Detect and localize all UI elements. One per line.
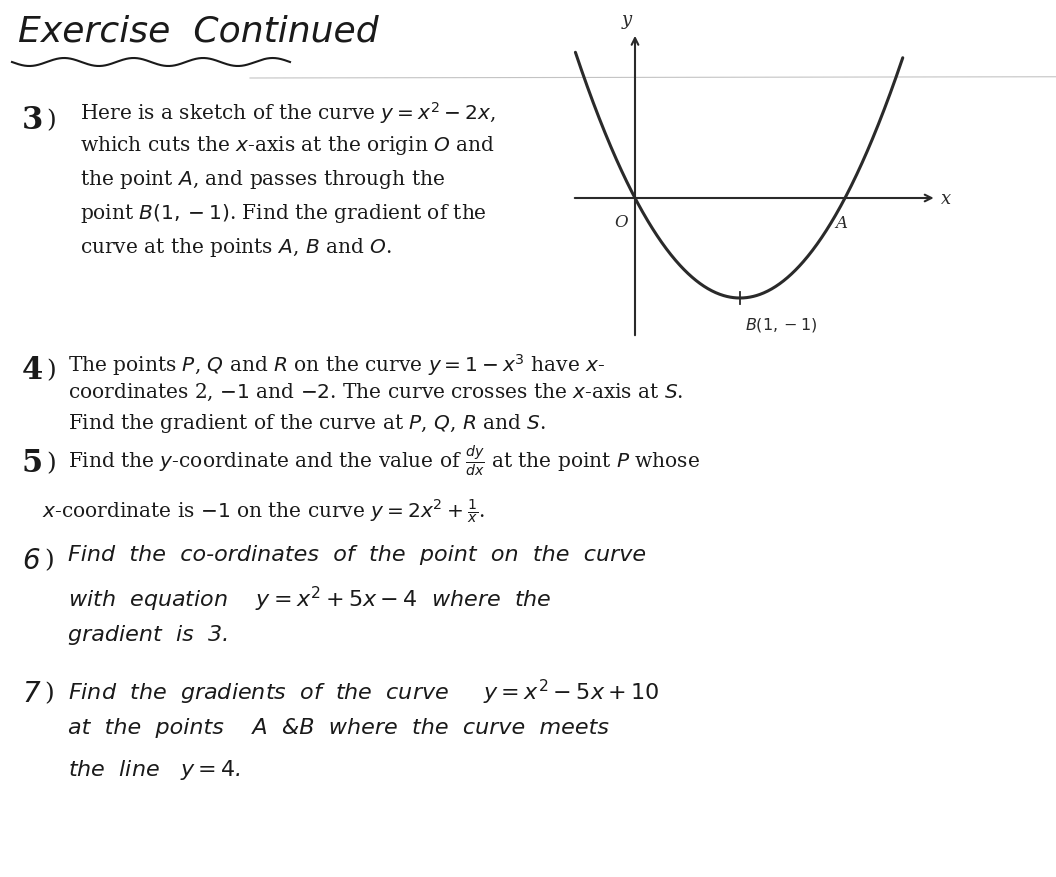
Text: ): ) [44, 682, 54, 705]
Text: which cuts the $x$-axis at the origin $O$ and: which cuts the $x$-axis at the origin $O… [80, 134, 495, 157]
Text: 5: 5 [22, 448, 43, 479]
Text: 6: 6 [22, 547, 40, 575]
Text: O: O [615, 214, 628, 231]
Text: the point $A$, and passes through the: the point $A$, and passes through the [80, 168, 446, 191]
Text: $x$-coordinate is $-1$ on the curve $y = 2x^2 + \frac{1}{x}$.: $x$-coordinate is $-1$ on the curve $y =… [42, 498, 485, 526]
Text: Find the $y$-coordinate and the value of $\frac{dy}{dx}$ at the point $P$ whose: Find the $y$-coordinate and the value of… [68, 444, 700, 479]
Text: Exercise  Continued: Exercise Continued [18, 15, 379, 49]
Text: ): ) [44, 549, 54, 572]
Text: coordinates 2, $-1$ and $-2$. The curve crosses the $x$-axis at $S$.: coordinates 2, $-1$ and $-2$. The curve … [68, 382, 683, 403]
Text: The points $P$, $Q$ and $R$ on the curve $y = 1 - x^3$ have $x$-: The points $P$, $Q$ and $R$ on the curve… [68, 352, 605, 378]
Text: Find  the  co-ordinates  of  the  point  on  the  curve: Find the co-ordinates of the point on th… [68, 545, 646, 565]
Text: point $B(1, -1)$. Find the gradient of the: point $B(1, -1)$. Find the gradient of t… [80, 202, 487, 225]
Text: ): ) [46, 452, 56, 475]
Text: 7: 7 [22, 680, 40, 708]
Text: 3: 3 [22, 105, 43, 136]
Text: 4: 4 [22, 355, 43, 386]
Text: the  line   $y = 4$.: the line $y = 4$. [68, 758, 241, 782]
Text: ): ) [46, 109, 56, 132]
Text: x: x [941, 190, 950, 208]
Text: with  equation    $y = x^2 + 5x - 4$  where  the: with equation $y = x^2 + 5x - 4$ where t… [68, 585, 551, 614]
Text: at  the  points    A  &B  where  the  curve  meets: at the points A &B where the curve meets [68, 718, 609, 738]
Text: Find the gradient of the curve at $P$, $Q$, $R$ and $S$.: Find the gradient of the curve at $P$, $… [68, 412, 546, 435]
Text: y: y [622, 11, 633, 29]
Text: Find  the  gradients  of  the  curve     $y = x^2 - 5x + 10$: Find the gradients of the curve $y = x^2… [68, 678, 659, 707]
Text: ): ) [46, 359, 56, 382]
Text: gradient  is  3.: gradient is 3. [68, 625, 229, 645]
Text: curve at the points $A$, $B$ and $O$.: curve at the points $A$, $B$ and $O$. [80, 236, 392, 259]
Text: $B(1,-1)$: $B(1,-1)$ [744, 316, 817, 334]
Text: Here is a sketch of the curve $y = x^2 - 2x$,: Here is a sketch of the curve $y = x^2 -… [80, 100, 495, 126]
Text: A: A [835, 215, 847, 232]
